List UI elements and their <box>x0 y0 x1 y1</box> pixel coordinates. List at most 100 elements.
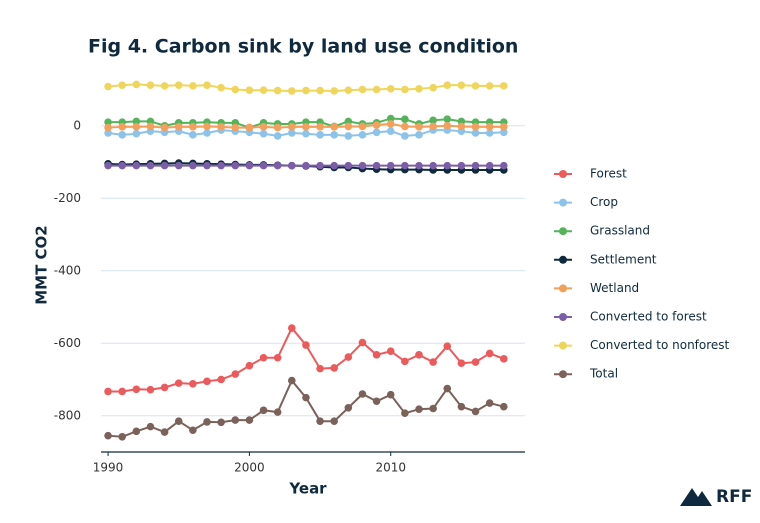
point <box>302 86 310 95</box>
point <box>358 131 367 139</box>
point <box>316 131 324 139</box>
point <box>118 131 126 139</box>
point <box>245 123 254 132</box>
point <box>189 426 197 435</box>
point <box>316 364 324 373</box>
point <box>302 393 310 402</box>
point <box>189 380 197 388</box>
point <box>174 417 183 425</box>
point <box>386 120 395 128</box>
point <box>471 82 480 90</box>
point <box>118 161 126 170</box>
point <box>330 364 339 372</box>
point <box>160 82 169 90</box>
point <box>203 161 211 170</box>
point <box>203 129 211 137</box>
point <box>372 397 381 406</box>
point <box>132 129 141 138</box>
point <box>344 353 353 361</box>
point <box>273 161 282 170</box>
point <box>429 116 437 125</box>
point <box>358 390 367 398</box>
point <box>372 85 381 94</box>
point <box>146 122 155 131</box>
point <box>245 161 254 170</box>
point <box>203 418 211 426</box>
point <box>174 123 183 131</box>
point <box>443 384 452 393</box>
point <box>217 375 225 384</box>
point <box>104 118 112 126</box>
point <box>500 402 508 411</box>
logo-text: RFF <box>716 487 752 507</box>
point <box>415 123 423 131</box>
point <box>118 387 126 396</box>
point <box>273 408 282 416</box>
point <box>485 161 494 170</box>
point <box>302 123 310 131</box>
point <box>104 387 112 396</box>
point <box>245 361 254 370</box>
point <box>471 123 480 131</box>
legend-label: Converted to forest <box>590 310 707 324</box>
point <box>132 123 141 131</box>
point <box>358 122 367 131</box>
legend-label: Total <box>589 367 618 381</box>
point <box>358 85 367 94</box>
point <box>203 122 211 131</box>
point <box>259 123 268 131</box>
point <box>245 86 254 95</box>
y-axis-label: MMT CO2 <box>33 225 51 305</box>
point <box>231 161 240 170</box>
point <box>288 376 296 385</box>
x-tick-label: 1990 <box>93 461 124 475</box>
point <box>174 379 183 387</box>
point <box>401 409 409 418</box>
point <box>500 123 508 131</box>
point <box>146 385 155 394</box>
point <box>401 357 409 366</box>
legend-marker <box>559 341 567 350</box>
point <box>457 122 466 131</box>
point <box>415 161 423 170</box>
point <box>288 123 296 131</box>
point <box>344 161 353 170</box>
point <box>471 161 480 170</box>
point <box>288 87 296 95</box>
point <box>132 161 141 170</box>
legend-marker <box>559 370 567 379</box>
point <box>231 85 240 94</box>
point <box>160 161 169 170</box>
point <box>386 114 395 123</box>
point <box>273 353 282 362</box>
y-tick-label: -400 <box>54 263 81 277</box>
point <box>358 338 367 347</box>
legend-marker <box>559 198 567 207</box>
point <box>415 405 423 414</box>
point <box>118 123 126 131</box>
point <box>259 406 268 415</box>
point <box>316 417 324 425</box>
legend-label: Crop <box>590 195 618 209</box>
point <box>429 122 437 131</box>
point <box>485 129 494 137</box>
point <box>457 402 466 411</box>
point <box>471 407 480 416</box>
point <box>231 370 240 378</box>
point <box>104 123 112 132</box>
point <box>344 403 353 412</box>
point <box>104 82 112 91</box>
point <box>132 80 141 89</box>
point <box>485 399 494 407</box>
point <box>302 129 310 138</box>
point <box>259 129 268 138</box>
y-tick-label: -200 <box>54 191 81 205</box>
legend-marker <box>559 313 567 321</box>
point <box>372 128 381 137</box>
point <box>104 161 112 170</box>
chart-title: Fig 4. Carbon sink by land use condition <box>88 36 518 58</box>
point <box>132 385 141 394</box>
logo-icon <box>680 488 712 506</box>
point <box>429 404 437 413</box>
